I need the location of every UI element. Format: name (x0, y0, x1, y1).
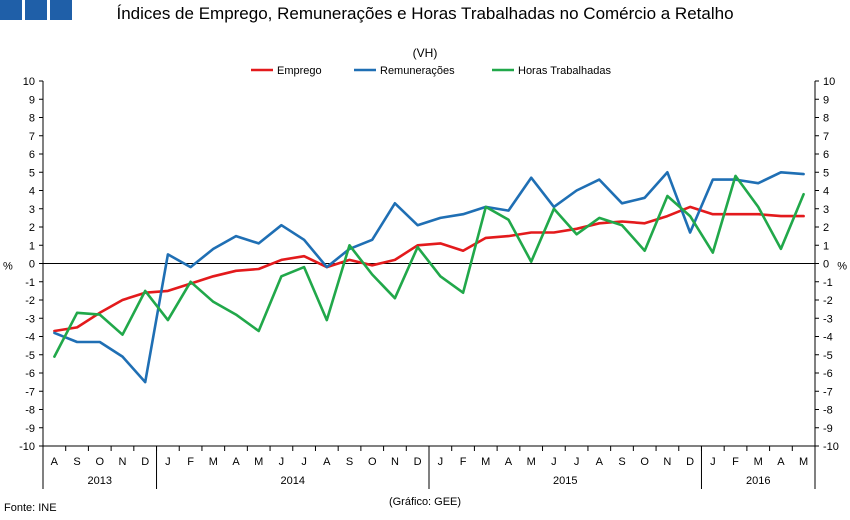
y-tick-label-left: -9 (25, 423, 35, 435)
y-tick-label-right: 10 (823, 76, 835, 88)
y-tick-label-left: 10 (23, 76, 35, 88)
x-tick-label: D (686, 456, 694, 468)
x-tick-label: A (777, 456, 785, 468)
y-tick-label-left: -8 (25, 405, 35, 417)
x-tick-label: J (279, 456, 285, 468)
y-tick-label-left: -2 (25, 295, 35, 307)
y-tick-label-right: -1 (823, 277, 833, 289)
x-tick-label: J (438, 456, 444, 468)
legend-label: Emprego (277, 65, 322, 77)
x-year-label: 2014 (281, 475, 305, 487)
x-tick-label: D (414, 456, 422, 468)
x-tick-label: M (254, 456, 263, 468)
y-tick-label-left: -1 (25, 277, 35, 289)
y-tick-label-right: 3 (823, 204, 829, 216)
x-tick-label: M (527, 456, 536, 468)
y-tick-label-left: 9 (29, 94, 35, 106)
y-tick-label-right: 6 (823, 149, 829, 161)
logo-block-2 (25, 0, 47, 20)
y-tick-label-right: -3 (823, 313, 833, 325)
y-tick-label-left: 6 (29, 149, 35, 161)
x-tick-label: A (51, 456, 59, 468)
x-tick-label: S (346, 456, 353, 468)
x-tick-label: F (460, 456, 467, 468)
y-tick-label-right: 9 (823, 94, 829, 106)
y-tick-label-right: -9 (823, 423, 833, 435)
y-tick-label-left: 7 (29, 131, 35, 143)
series-line-remuneracoes (53, 171, 805, 384)
y-tick-label-right: -6 (823, 368, 833, 380)
ine-logo (0, 0, 80, 22)
x-tick-label: J (551, 456, 557, 468)
y-tick-label-left: 5 (29, 167, 35, 179)
y-tick-label-left: 4 (29, 186, 35, 198)
y-tick-label-left: -4 (25, 332, 35, 344)
y-tick-label-left: 0 (29, 259, 35, 271)
x-year-label: 2016 (746, 475, 770, 487)
y-tick-label-left: 3 (29, 204, 35, 216)
y-tick-label-right: 7 (823, 131, 829, 143)
y-tick-label-right: -4 (823, 332, 833, 344)
y-tick-label-right: 0 (823, 259, 829, 271)
series-line-horas-trabalhadas (53, 174, 805, 358)
x-tick-label: O (640, 456, 649, 468)
x-tick-label: A (323, 456, 331, 468)
y-tick-label-right: -10 (823, 441, 839, 453)
x-tick-label: S (73, 456, 80, 468)
x-tick-label: A (505, 456, 513, 468)
chart-title: Índices de Emprego, Remunerações e Horas… (116, 4, 734, 23)
y-tick-label-right: -2 (823, 295, 833, 307)
x-tick-label: M (799, 456, 808, 468)
y-tick-label-right: 5 (823, 167, 829, 179)
y-tick-label-right: 8 (823, 113, 829, 125)
x-tick-label: M (209, 456, 218, 468)
y-tick-label-left: 8 (29, 113, 35, 125)
y-tick-label-right: 1 (823, 240, 829, 252)
legend-label: Remunerações (380, 65, 455, 77)
y-tick-label-left: -7 (25, 386, 35, 398)
x-tick-label: J (165, 456, 171, 468)
x-tick-label: F (187, 456, 194, 468)
x-tick-label: A (596, 456, 604, 468)
x-tick-label: F (732, 456, 739, 468)
y-tick-label-right: -5 (823, 350, 833, 362)
y-tick-label-right: 2 (823, 222, 829, 234)
x-year-label: 2013 (88, 475, 112, 487)
y-tick-label-right: -8 (823, 405, 833, 417)
x-tick-label: O (368, 456, 377, 468)
y-axis-label-left: % (3, 261, 13, 273)
y-axis-label-right: % (837, 261, 847, 273)
series-line-emprego (53, 205, 805, 333)
x-tick-label: O (95, 456, 104, 468)
x-tick-label: M (481, 456, 490, 468)
x-tick-label: J (710, 456, 716, 468)
y-tick-label-left: 1 (29, 240, 35, 252)
x-tick-label: M (754, 456, 763, 468)
x-tick-label: A (232, 456, 240, 468)
y-tick-label-left: -10 (19, 441, 35, 453)
y-tick-label-left: -5 (25, 350, 35, 362)
y-tick-label-left: 2 (29, 222, 35, 234)
logo-block-3 (50, 0, 72, 20)
x-tick-label: D (141, 456, 149, 468)
x-tick-label: J (301, 456, 307, 468)
y-tick-label-left: -6 (25, 368, 35, 380)
x-tick-label: N (391, 456, 399, 468)
legend-label: Horas Trabalhadas (518, 65, 611, 77)
chart-subtitle: (VH) (412, 46, 438, 60)
chart-credit: (Gráfico: GEE) (388, 496, 462, 508)
y-tick-label-left: -3 (25, 313, 35, 325)
x-tick-label: J (574, 456, 580, 468)
logo-block-1 (0, 0, 22, 20)
source-note: Fonte: INE (4, 502, 57, 514)
y-tick-label-right: 4 (823, 186, 829, 198)
x-tick-label: N (663, 456, 671, 468)
x-tick-label: S (618, 456, 625, 468)
y-tick-label-right: -7 (823, 386, 833, 398)
x-year-label: 2015 (553, 475, 577, 487)
x-tick-label: N (118, 456, 126, 468)
